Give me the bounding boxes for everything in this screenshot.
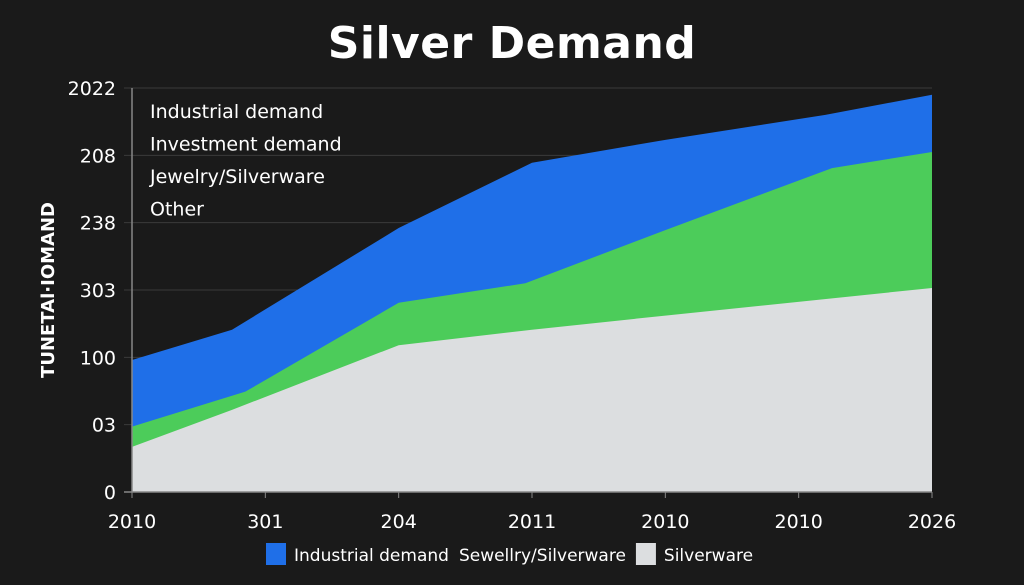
inner-legend-item: Investment demand — [150, 134, 342, 156]
y-tick-label: 2022 — [68, 78, 116, 100]
x-tick-label: 2026 — [908, 511, 956, 533]
chart-title: Silver Demand — [327, 18, 697, 69]
y-tick-label: 100 — [80, 347, 116, 369]
y-tick-label: 238 — [80, 213, 116, 235]
bottom-legend-item: Sewellry/Silverware — [459, 546, 626, 566]
x-tick-label: 301 — [247, 511, 283, 533]
x-tick-label: 204 — [381, 511, 417, 533]
y-tick-label: 208 — [80, 145, 116, 167]
x-tick-label: 2011 — [508, 511, 556, 533]
x-tick-label: 2010 — [108, 511, 156, 533]
bottom-legend-item: Industrial demand — [294, 546, 449, 566]
legend-swatch — [266, 543, 286, 565]
legend-swatch — [635, 543, 656, 565]
y-tick-label: 303 — [80, 280, 116, 302]
bottom-legend-item: Silverware — [664, 546, 753, 566]
inner-legend-item: Other — [150, 199, 204, 221]
y-tick-label: 0 — [104, 482, 116, 504]
inner-legend-item: Jewelry/Silverware — [149, 166, 325, 188]
y-axis-label: TUNETAl·IOMAND — [38, 202, 59, 378]
x-tick-label: 2010 — [641, 511, 689, 533]
area-series-0 — [132, 287, 932, 492]
y-tick-label: 03 — [92, 415, 116, 437]
inner-legend-item: Industrial demand — [150, 101, 323, 123]
x-tick-label: 2010 — [774, 511, 822, 533]
